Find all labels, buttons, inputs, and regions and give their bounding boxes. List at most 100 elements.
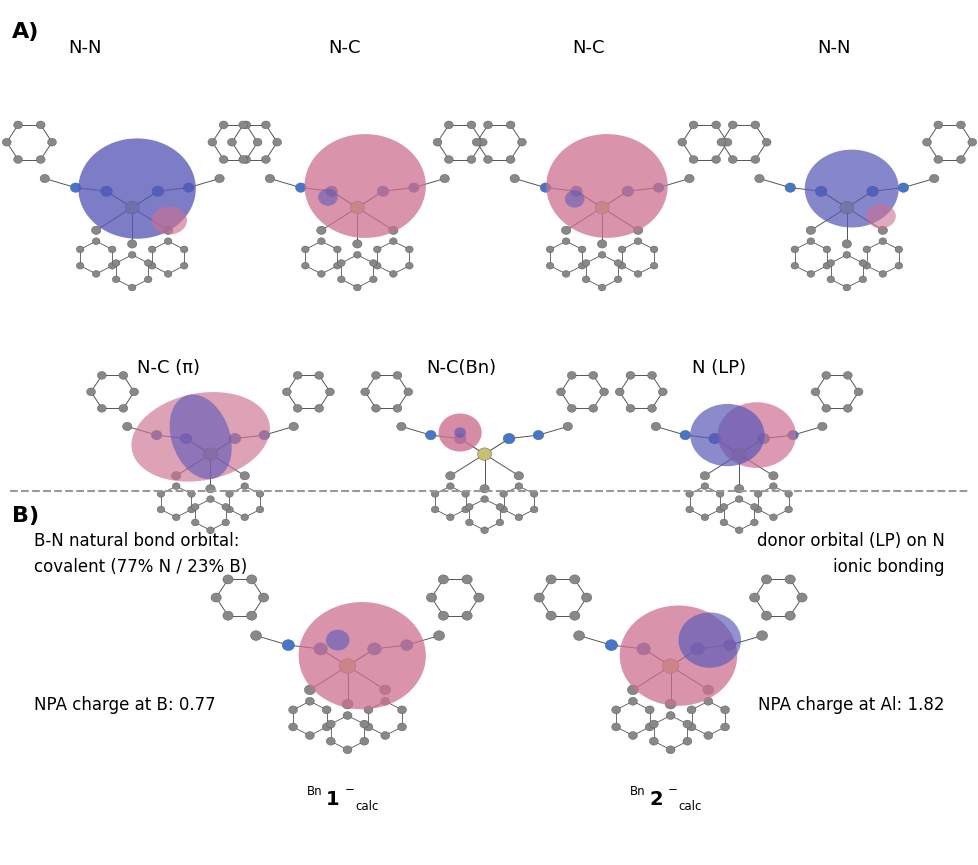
Ellipse shape	[169, 394, 232, 479]
Ellipse shape	[131, 392, 270, 482]
Text: A): A)	[12, 22, 39, 42]
Circle shape	[878, 238, 886, 245]
Text: −: −	[344, 783, 354, 796]
Circle shape	[250, 631, 261, 640]
Circle shape	[246, 575, 256, 584]
Circle shape	[500, 506, 507, 513]
Circle shape	[647, 371, 655, 379]
Circle shape	[396, 422, 406, 431]
Circle shape	[305, 697, 314, 705]
Circle shape	[716, 138, 725, 146]
Circle shape	[858, 276, 866, 283]
Circle shape	[645, 723, 653, 731]
Circle shape	[301, 262, 309, 269]
Circle shape	[164, 238, 172, 245]
Circle shape	[219, 156, 228, 163]
Circle shape	[878, 271, 886, 278]
Circle shape	[897, 183, 908, 192]
Circle shape	[369, 276, 377, 283]
Ellipse shape	[304, 134, 425, 238]
Text: Bn: Bn	[629, 785, 645, 798]
Circle shape	[239, 121, 247, 129]
Circle shape	[352, 240, 362, 248]
Circle shape	[665, 746, 675, 753]
Circle shape	[467, 121, 475, 129]
Ellipse shape	[438, 413, 481, 452]
Circle shape	[573, 631, 584, 640]
Circle shape	[625, 405, 634, 413]
Circle shape	[496, 503, 503, 510]
Circle shape	[728, 156, 736, 163]
Circle shape	[380, 697, 389, 705]
Circle shape	[379, 685, 390, 695]
Circle shape	[810, 388, 819, 395]
Circle shape	[589, 371, 597, 379]
Circle shape	[242, 156, 250, 163]
Circle shape	[403, 388, 413, 395]
Circle shape	[625, 371, 634, 379]
Circle shape	[604, 640, 617, 650]
Circle shape	[360, 721, 369, 728]
Circle shape	[326, 721, 334, 728]
Circle shape	[665, 712, 675, 720]
Circle shape	[14, 156, 22, 163]
Circle shape	[877, 226, 887, 234]
Circle shape	[360, 737, 369, 745]
Circle shape	[796, 593, 806, 602]
Circle shape	[510, 175, 519, 183]
Circle shape	[282, 388, 291, 395]
Circle shape	[322, 706, 331, 714]
Circle shape	[192, 503, 199, 510]
Circle shape	[556, 388, 565, 395]
Text: N-N: N-N	[68, 39, 102, 57]
Circle shape	[183, 183, 194, 192]
Circle shape	[261, 121, 270, 129]
Ellipse shape	[298, 602, 425, 709]
Circle shape	[444, 121, 453, 129]
Circle shape	[317, 271, 325, 278]
Circle shape	[769, 483, 777, 490]
Circle shape	[822, 405, 829, 413]
Circle shape	[259, 431, 269, 439]
Circle shape	[339, 659, 355, 673]
Circle shape	[129, 388, 139, 395]
Circle shape	[677, 138, 686, 146]
Circle shape	[703, 697, 712, 705]
Circle shape	[683, 721, 691, 728]
Circle shape	[617, 262, 625, 269]
Circle shape	[364, 706, 373, 714]
Circle shape	[761, 612, 771, 620]
Circle shape	[822, 246, 830, 253]
Circle shape	[483, 121, 492, 129]
Circle shape	[581, 593, 591, 602]
Circle shape	[734, 484, 743, 493]
Circle shape	[118, 371, 127, 379]
Circle shape	[214, 175, 224, 183]
Circle shape	[203, 448, 217, 460]
Circle shape	[686, 490, 692, 497]
Text: B-N natural bond orbital:: B-N natural bond orbital:	[34, 532, 240, 550]
Circle shape	[380, 732, 389, 740]
Circle shape	[894, 246, 902, 253]
Text: donor orbital (LP) on N: donor orbital (LP) on N	[756, 532, 944, 550]
Circle shape	[862, 262, 869, 269]
Circle shape	[761, 575, 771, 584]
Circle shape	[405, 246, 413, 253]
Circle shape	[822, 371, 829, 379]
Circle shape	[289, 706, 297, 714]
Circle shape	[253, 138, 262, 146]
Circle shape	[633, 226, 643, 234]
Circle shape	[928, 175, 938, 183]
Circle shape	[513, 471, 523, 480]
Circle shape	[805, 226, 815, 234]
Circle shape	[734, 527, 742, 534]
Circle shape	[702, 685, 713, 695]
Circle shape	[188, 506, 195, 513]
Circle shape	[206, 527, 214, 534]
Circle shape	[599, 388, 607, 395]
Circle shape	[680, 431, 689, 439]
Circle shape	[843, 371, 851, 379]
Circle shape	[757, 433, 769, 444]
Circle shape	[109, 246, 116, 253]
Circle shape	[815, 186, 826, 196]
